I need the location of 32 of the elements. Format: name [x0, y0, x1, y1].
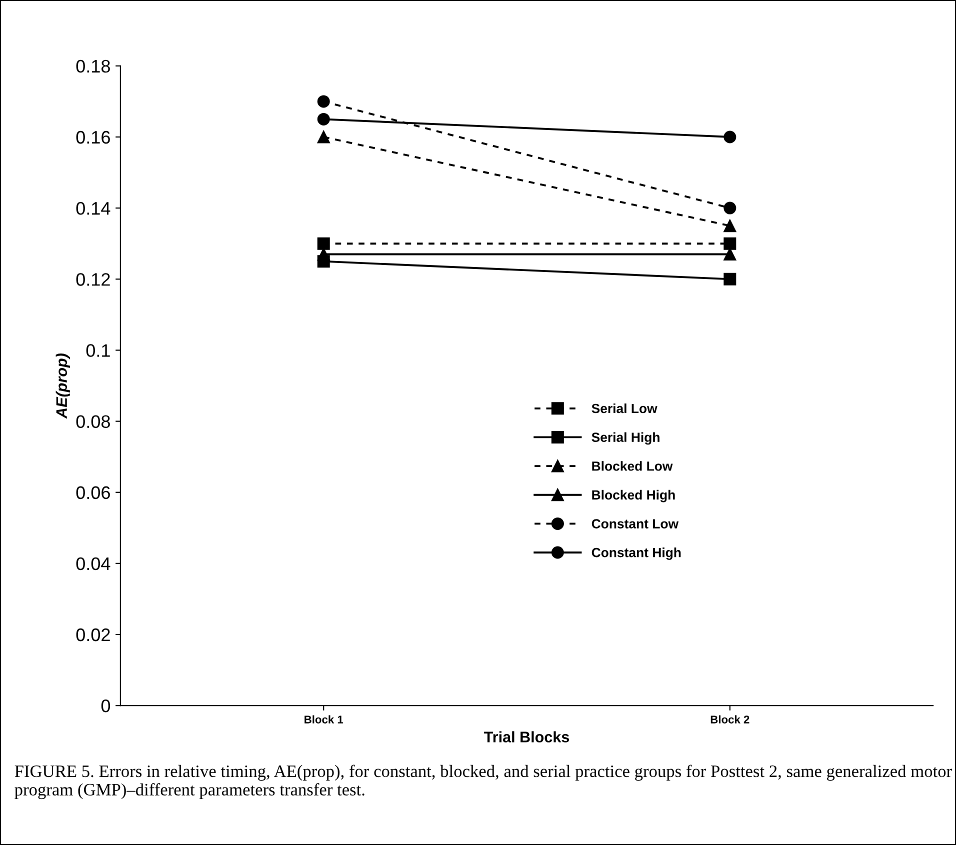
point [724, 248, 736, 261]
y-tick-label: 0.02 [76, 628, 110, 642]
x-tick-label: Block 2 [710, 715, 750, 724]
point [317, 130, 330, 144]
legend-label: Serial Low [592, 403, 658, 414]
legend-label: Constant Low [592, 519, 679, 528]
y-tick-label: 0.14 [76, 202, 110, 215]
legend-label: Serial High [592, 432, 660, 445]
x-tick-label: Block 1 [304, 715, 344, 724]
point [724, 272, 736, 286]
y-tick-label: 0.08 [76, 415, 110, 428]
y-tick-label: 0.1 [86, 344, 110, 357]
x-axis-title: Trial Blocks [484, 731, 570, 742]
y-tick-label: 0.12 [76, 273, 110, 286]
point [724, 130, 736, 144]
point [317, 95, 330, 108]
y-tick-label: 0.06 [76, 486, 110, 500]
y-tick-label: 0 [101, 700, 110, 712]
y-axis-title: AE(prop) [56, 354, 70, 419]
legend-label: Blocked High [592, 490, 675, 502]
y-tick-label: 0.04 [76, 557, 110, 570]
y-tick-label: 0.18 [76, 60, 110, 73]
point [317, 112, 330, 126]
point [724, 237, 736, 250]
point [317, 248, 330, 261]
caption: FIGURE 5. Errors in relative timing, AE(prop), for constant, blocked, and serial practice groups for Posttest 2, same generalized motor program (GMP)–different parameters transfer test. [14, 764, 952, 800]
point [724, 220, 736, 232]
y-tick-label: 0.16 [76, 130, 110, 144]
legend-label: Constant High [592, 548, 681, 560]
point [317, 237, 330, 250]
legend-label: Blocked Low [592, 461, 673, 471]
point [724, 202, 736, 214]
